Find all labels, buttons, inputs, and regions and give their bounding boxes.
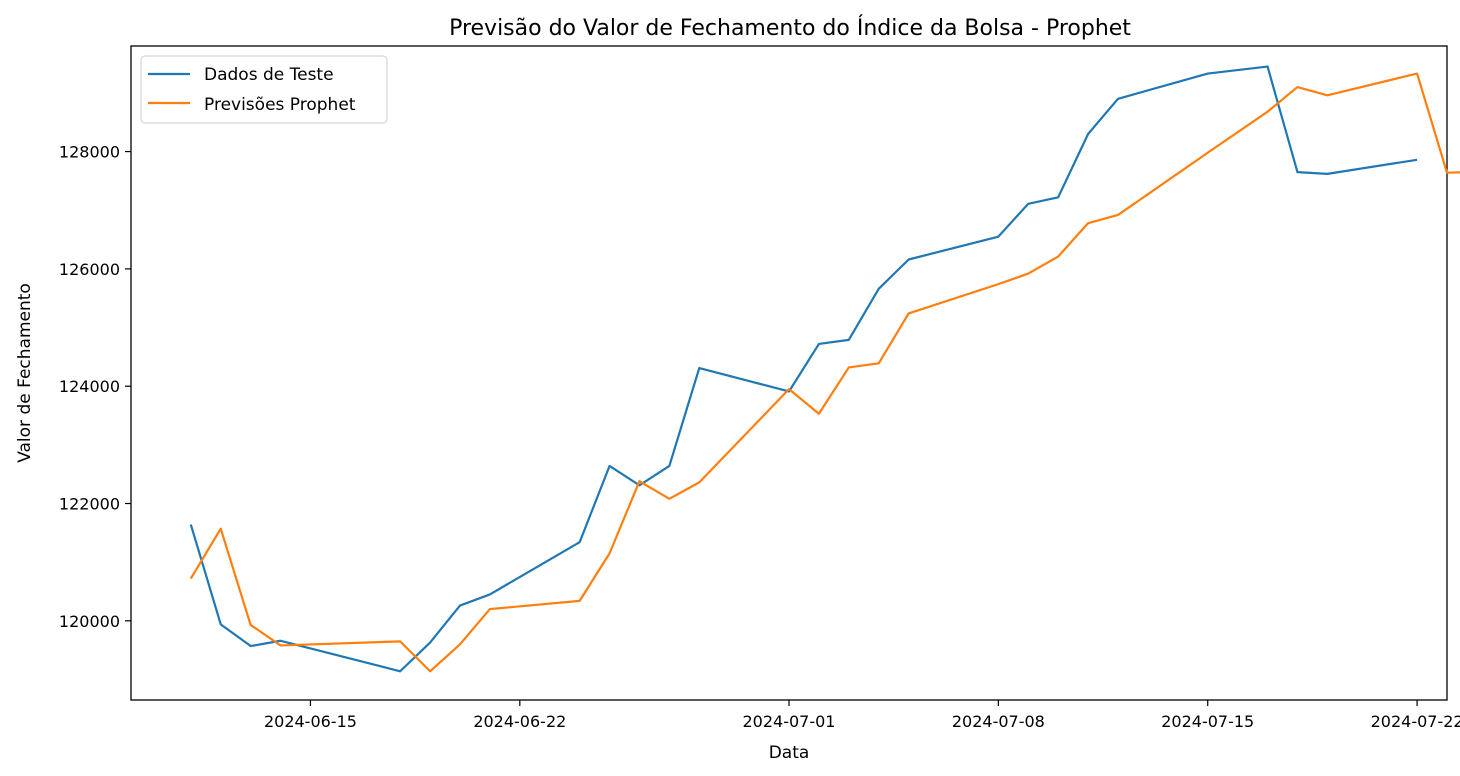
legend-label-previsoes-prophet: Previsões Prophet [204,95,356,115]
y-tick-label: 126000 [59,260,120,279]
y-tick-label: 128000 [59,143,120,162]
plot-frame [130,45,1448,701]
y-tick-label: 122000 [59,495,120,514]
x-tick-label: 2024-06-22 [473,712,566,731]
plot-area [130,45,1460,701]
x-tick-label: 2024-07-15 [1161,712,1254,731]
series-line-previsoes-prophet [189,72,1460,673]
x-tick-label: 2024-06-15 [264,712,357,731]
x-axis-label: Data [769,743,810,763]
x-axis: 2024-06-15 2024-06-22 2024-07-01 2024-07-08… [264,700,1460,731]
y-tick-label: 124000 [59,377,120,396]
x-tick-label: 2024-07-08 [952,712,1045,731]
legend-box [140,55,388,124]
y-tick-label: 120000 [59,612,120,631]
y-axis-label: Valor de Fechamento [15,283,35,463]
x-tick-label: 2024-07-01 [743,712,836,731]
chart-title: Previsão do Valor de Fechamento do Índic… [449,15,1131,41]
legend-label-dados-de-teste: Dados de Teste [204,65,334,85]
legend: Dados de Teste Previsões Prophet [140,55,388,124]
series-group [189,65,1460,673]
x-tick-label: 2024-07-22 [1371,712,1460,731]
y-axis: 120000 122000 124000 126000 128000 [59,143,131,631]
